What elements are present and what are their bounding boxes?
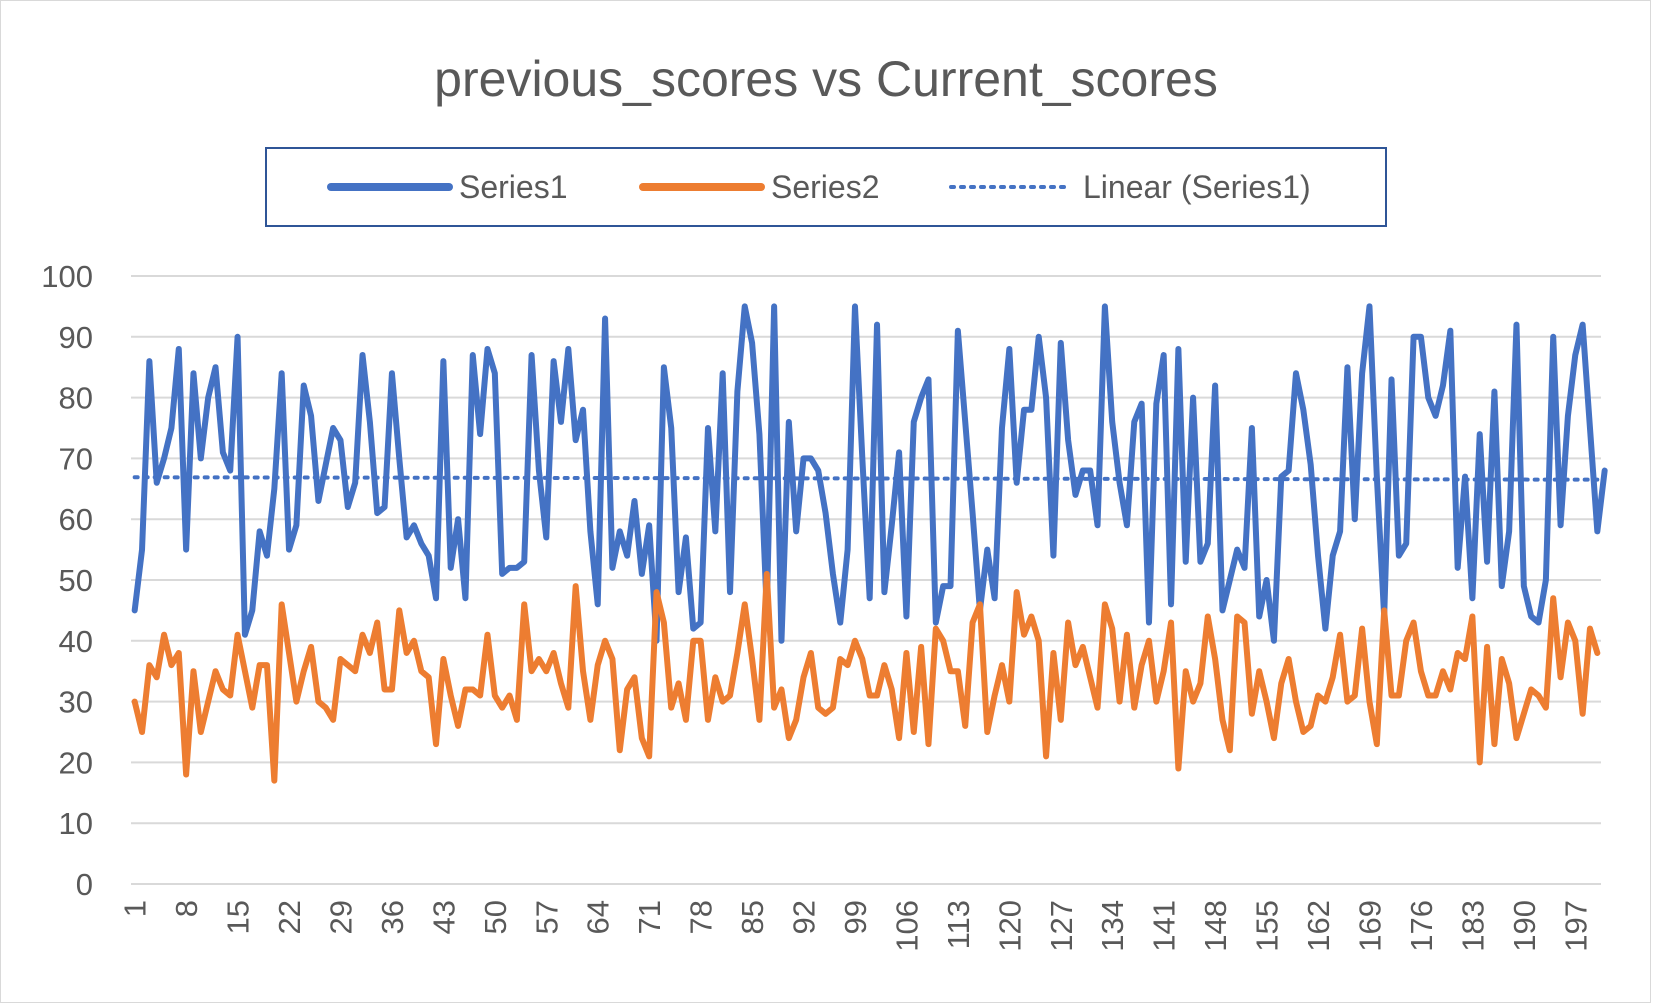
x-tick-1: 1 bbox=[118, 900, 153, 917]
legend: Series1 Series2 Linear (Series1) bbox=[265, 147, 1387, 227]
x-tick-134: 134 bbox=[1095, 900, 1130, 952]
x-tick-71: 71 bbox=[632, 900, 667, 934]
x-tick-190: 190 bbox=[1507, 900, 1542, 952]
y-tick-70: 70 bbox=[59, 441, 93, 476]
x-tick-85: 85 bbox=[735, 900, 770, 934]
x-tick-155: 155 bbox=[1250, 900, 1285, 952]
y-tick-30: 30 bbox=[59, 685, 93, 720]
x-tick-106: 106 bbox=[889, 900, 924, 952]
series-line-series1 bbox=[131, 303, 1608, 644]
x-tick-43: 43 bbox=[426, 900, 461, 934]
y-tick-10: 10 bbox=[59, 806, 93, 841]
x-tick-64: 64 bbox=[581, 900, 616, 934]
x-tick-57: 57 bbox=[529, 900, 564, 934]
x-tick-148: 148 bbox=[1198, 900, 1233, 952]
x-tick-22: 22 bbox=[272, 900, 307, 934]
legend-label-series2: Series2 bbox=[771, 169, 880, 205]
series-line-series2 bbox=[131, 570, 1601, 784]
x-tick-113: 113 bbox=[941, 900, 976, 949]
x-tick-8: 8 bbox=[169, 900, 204, 917]
y-tick-0: 0 bbox=[76, 867, 93, 902]
x-tick-50: 50 bbox=[478, 900, 513, 934]
legend-label-trendline: Linear (Series1) bbox=[1083, 169, 1311, 205]
trendline-series1 bbox=[132, 475, 1600, 482]
y-tick-60: 60 bbox=[59, 502, 93, 537]
x-tick-197: 197 bbox=[1558, 900, 1593, 952]
y-tick-50: 50 bbox=[59, 563, 93, 598]
x-tick-99: 99 bbox=[838, 900, 873, 934]
y-axis-tick-labels: 0 10 20 30 40 50 60 70 80 90 100 bbox=[41, 259, 93, 902]
x-tick-36: 36 bbox=[375, 900, 410, 934]
x-tick-162: 162 bbox=[1301, 900, 1336, 952]
y-tick-100: 100 bbox=[41, 259, 93, 294]
x-tick-15: 15 bbox=[221, 900, 256, 934]
y-tick-20: 20 bbox=[59, 745, 93, 780]
legend-label-series1: Series1 bbox=[459, 169, 568, 205]
x-tick-29: 29 bbox=[323, 900, 358, 934]
x-axis-tick-labels: 1 8 15 22 29 36 43 50 57 64 71 78 85 92 99 106 113 120 127… bbox=[118, 900, 1594, 952]
plot-area bbox=[131, 303, 1608, 784]
x-tick-92: 92 bbox=[787, 900, 822, 934]
x-tick-120: 120 bbox=[992, 900, 1027, 952]
x-tick-78: 78 bbox=[684, 900, 719, 934]
x-tick-176: 176 bbox=[1404, 900, 1439, 952]
x-tick-127: 127 bbox=[1044, 900, 1079, 952]
x-tick-141: 141 bbox=[1147, 900, 1182, 952]
y-tick-80: 80 bbox=[59, 381, 93, 416]
chart-title: previous_scores vs Current_scores bbox=[434, 51, 1218, 107]
y-tick-40: 40 bbox=[59, 624, 93, 659]
x-tick-169: 169 bbox=[1352, 900, 1387, 952]
x-tick-183: 183 bbox=[1455, 900, 1490, 952]
y-tick-90: 90 bbox=[59, 320, 93, 355]
